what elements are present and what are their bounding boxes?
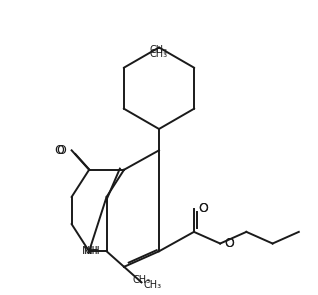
Text: CH₃: CH₃ — [143, 281, 162, 290]
Text: CH₃: CH₃ — [150, 45, 168, 55]
Text: CH₃: CH₃ — [150, 49, 168, 59]
Text: O: O — [198, 202, 208, 215]
Text: O: O — [198, 202, 208, 215]
Text: NH: NH — [82, 246, 99, 256]
Text: CH₃: CH₃ — [133, 275, 151, 285]
Text: O: O — [224, 237, 234, 250]
Text: NH: NH — [84, 246, 101, 256]
Text: O: O — [54, 144, 64, 157]
Text: O: O — [56, 144, 66, 157]
Text: O: O — [224, 237, 234, 250]
